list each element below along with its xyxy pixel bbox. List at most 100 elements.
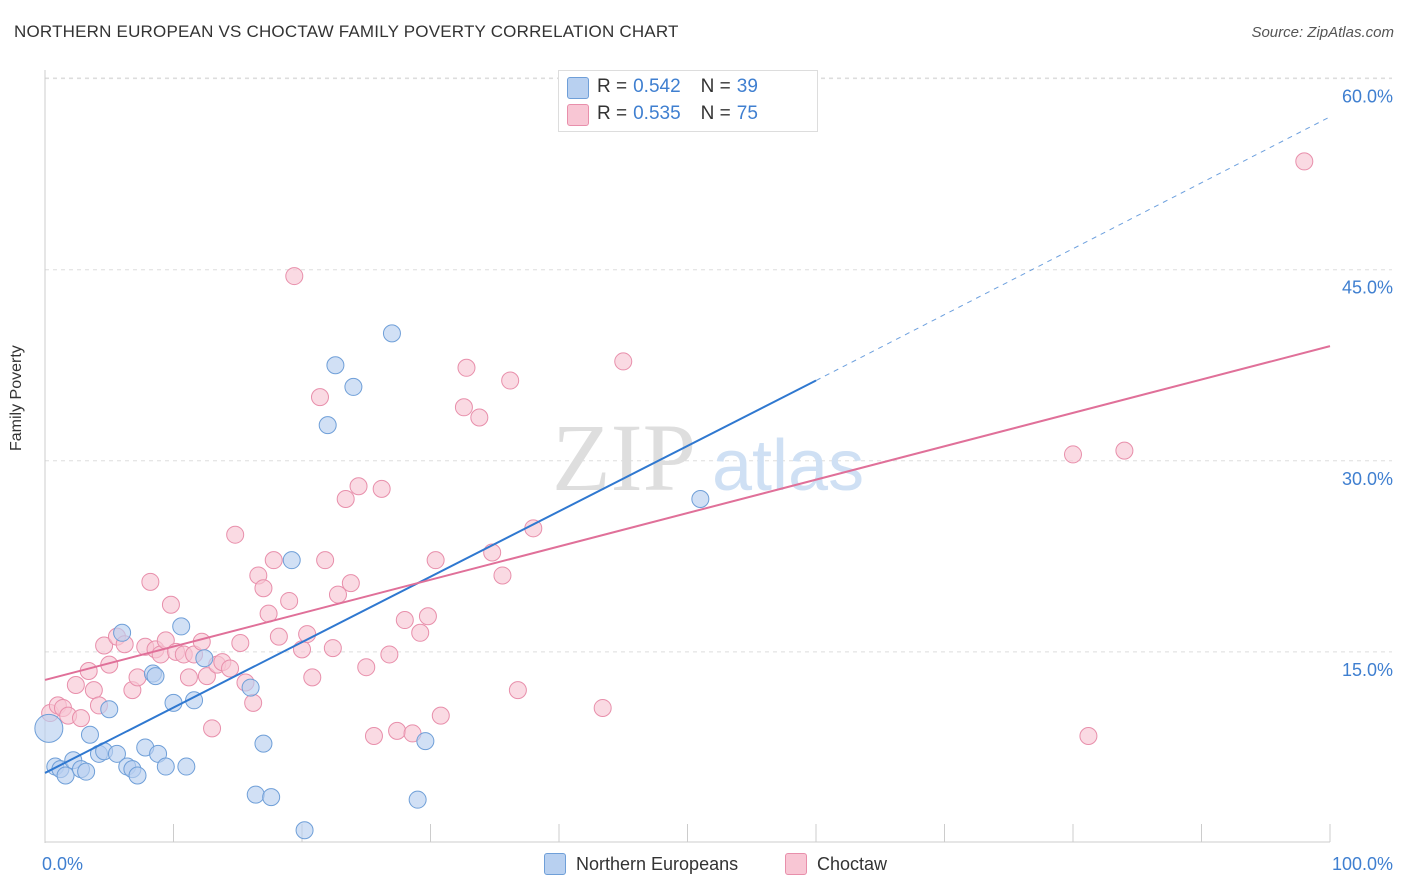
choctaw-point bbox=[470, 408, 489, 427]
northern-europeans-point bbox=[254, 734, 273, 753]
choctaw-point bbox=[593, 698, 612, 717]
choctaw-point bbox=[388, 721, 407, 740]
choctaw-point bbox=[426, 551, 445, 570]
northern-europeans-point bbox=[172, 617, 191, 636]
northern-europeans-point bbox=[113, 623, 132, 642]
northern-europeans-point bbox=[128, 766, 147, 785]
northern-europeans-point bbox=[382, 324, 401, 343]
northern-europeans-point bbox=[241, 678, 260, 697]
choctaw-point bbox=[341, 574, 360, 593]
northern-europeans-point bbox=[318, 416, 337, 435]
y-tick-label: 30.0% bbox=[1342, 469, 1393, 489]
choctaw-point bbox=[128, 668, 147, 687]
legend-n-label: N = bbox=[700, 76, 731, 97]
choctaw-point bbox=[293, 640, 311, 659]
legend-n-label: N = bbox=[700, 103, 731, 124]
gridlines bbox=[45, 77, 1392, 653]
choctaw-points bbox=[41, 152, 1314, 745]
legend-row-northern-europeans: R = 0.542 N = 39 bbox=[567, 75, 758, 99]
bottom-legend-choctaw: Choctaw bbox=[785, 852, 887, 876]
bottom-legend-swatch-pink bbox=[785, 853, 807, 875]
northern-europeans-point bbox=[416, 732, 435, 751]
choctaw-point bbox=[1115, 441, 1134, 460]
choctaw-point bbox=[254, 579, 273, 598]
choctaw-point bbox=[95, 636, 114, 655]
choctaw-point bbox=[323, 639, 342, 658]
legend-r-label: R = bbox=[597, 76, 628, 97]
choctaw-point bbox=[364, 726, 383, 745]
northern-europeans-point bbox=[156, 757, 175, 776]
choctaw-point bbox=[418, 607, 437, 626]
choctaw-point bbox=[1064, 445, 1082, 464]
choctaw-point bbox=[285, 267, 304, 286]
legend-r-value: 0.535 bbox=[633, 103, 681, 124]
choctaw-point bbox=[501, 371, 520, 390]
northern-europeans-point bbox=[408, 790, 427, 809]
choctaw-point bbox=[372, 479, 391, 498]
northern-europeans-point bbox=[146, 667, 165, 686]
choctaw-point bbox=[316, 551, 335, 570]
choctaw-point bbox=[431, 706, 450, 725]
choctaw-point bbox=[310, 388, 329, 407]
northern-europeans-point bbox=[195, 649, 214, 668]
choctaw-trend-line bbox=[44, 345, 1331, 681]
bottom-legend-label: Northern Europeans bbox=[576, 853, 739, 874]
legend-swatch-pink bbox=[567, 104, 589, 126]
y-tick-label: 15.0% bbox=[1342, 660, 1393, 680]
choctaw-point bbox=[141, 572, 160, 591]
choctaw-point bbox=[457, 358, 476, 377]
bottom-legend-swatch-blue bbox=[544, 853, 566, 875]
northern-europeans-point bbox=[282, 551, 301, 570]
bottom-legend-label: Choctaw bbox=[817, 853, 888, 874]
northern-europeans-point bbox=[77, 762, 96, 781]
y-tick-label: 60.0% bbox=[1342, 87, 1393, 107]
choctaw-point bbox=[349, 477, 368, 496]
watermark: ZIP atlas bbox=[552, 404, 864, 511]
choctaw-point bbox=[303, 668, 322, 687]
choctaw-point bbox=[221, 659, 240, 678]
choctaw-point bbox=[203, 719, 222, 738]
choctaw-point bbox=[493, 566, 512, 585]
stats-legend: R = 0.542 N = 39 R = 0.535 N = 75 bbox=[558, 70, 818, 132]
northern-europeans-point bbox=[56, 766, 75, 785]
northern-europeans-point bbox=[164, 693, 183, 712]
legend-swatch-blue bbox=[567, 77, 589, 99]
tick-labels: 15.0% 30.0% 45.0% 60.0% 0.0% 100.0% bbox=[42, 87, 1393, 874]
source-label: Source: ZipAtlas.com bbox=[1251, 24, 1394, 41]
choctaw-point bbox=[395, 611, 414, 630]
northern-europeans-trend-extension bbox=[815, 116, 1331, 381]
northern-europeans-point bbox=[177, 757, 196, 776]
choctaw-point bbox=[231, 633, 250, 652]
choctaw-point bbox=[336, 490, 355, 509]
legend-row-choctaw: R = 0.535 N = 75 bbox=[567, 102, 758, 126]
choctaw-point bbox=[614, 352, 633, 371]
choctaw-point bbox=[357, 658, 376, 677]
choctaw-point bbox=[380, 645, 399, 664]
trend-lines bbox=[44, 116, 1331, 774]
northern-europeans-points bbox=[34, 324, 710, 840]
northern-europeans-point bbox=[295, 821, 314, 840]
chart-title: NORTHERN EUROPEAN VS CHOCTAW FAMILY POVE… bbox=[14, 22, 679, 41]
legend-r-label: R = bbox=[597, 103, 628, 124]
watermark-zip: ZIP bbox=[552, 404, 696, 511]
legend-n-value: 39 bbox=[736, 76, 758, 97]
northern-europeans-point bbox=[107, 744, 126, 763]
northern-europeans-point bbox=[691, 490, 710, 509]
northern-europeans-trend-line bbox=[44, 379, 817, 774]
x-tick-label: 100.0% bbox=[1332, 854, 1393, 874]
choctaw-point bbox=[483, 543, 502, 562]
choctaw-point bbox=[269, 627, 288, 646]
choctaw-point bbox=[1295, 152, 1314, 171]
northern-europeans-point bbox=[34, 713, 64, 743]
choctaw-point bbox=[454, 398, 473, 417]
choctaw-point bbox=[161, 595, 180, 614]
choctaw-point bbox=[280, 591, 299, 610]
choctaw-point bbox=[226, 525, 245, 544]
northern-europeans-point bbox=[326, 356, 345, 375]
choctaw-point bbox=[84, 681, 103, 700]
bottom-legend-northern-europeans: Northern Europeans bbox=[544, 852, 738, 876]
choctaw-point bbox=[508, 681, 527, 700]
choctaw-point bbox=[66, 676, 85, 695]
choctaw-point bbox=[197, 667, 216, 686]
